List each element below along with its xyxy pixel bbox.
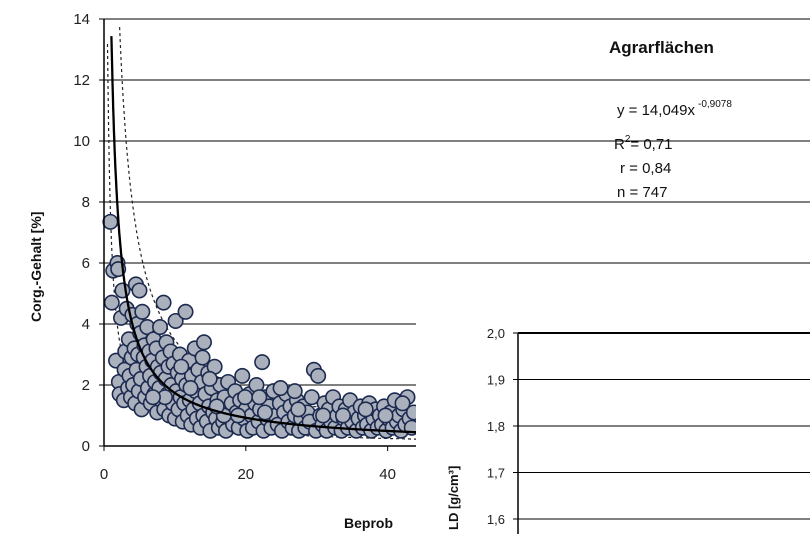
data-point (286, 383, 303, 400)
scatter-points (102, 213, 422, 439)
x-tick-label: 40 (379, 466, 396, 483)
y-tick-label-2: 1,8 (487, 419, 505, 434)
data-point (394, 395, 411, 412)
n-text: n = 747 (617, 184, 667, 201)
data-point (256, 404, 273, 421)
r2-text: R2= 0,71 (614, 134, 673, 153)
r-text: r = 0,84 (620, 160, 671, 177)
y-tick-label: 4 (82, 316, 90, 333)
data-point (334, 407, 351, 424)
data-point (182, 380, 199, 397)
x-tick-label: 20 (237, 466, 254, 483)
y-tick-label: 8 (82, 194, 90, 211)
data-point (315, 407, 332, 424)
r2-value: = 0,71 (630, 136, 672, 153)
fit-annotations: y = 14,049x -0,9078 R2= 0,71 r = 0,84 n =… (614, 99, 732, 201)
data-point (303, 389, 320, 406)
data-point (177, 303, 194, 320)
data-point (144, 389, 161, 406)
y-tick-label: 0 (82, 438, 90, 455)
data-point (237, 389, 254, 406)
data-point (134, 303, 151, 320)
data-point (310, 367, 327, 384)
equation-exponent: -0,9078 (698, 99, 732, 110)
y-tick-label-2: 1,7 (487, 466, 505, 481)
data-point (152, 319, 169, 336)
data-point (377, 407, 394, 424)
chart-1: 0 2 4 6 8 10 12 14 0 20 40 Corg.-Gehalt [%] Bepro… (28, 11, 810, 531)
grid-lines-2 (518, 332, 810, 520)
x-axis-ticks: 0 20 40 (100, 446, 396, 483)
r2-sup: 2 (625, 134, 631, 145)
data-point (357, 401, 374, 418)
title-background (590, 28, 810, 68)
data-point (155, 294, 172, 311)
data-point (254, 354, 271, 371)
equation-text: y = 14,049x -0,9078 (617, 99, 732, 119)
y-tick-label: 10 (73, 133, 90, 150)
chart-title: Agrarflächen (609, 38, 714, 57)
fit-curve (110, 36, 416, 434)
data-point (201, 370, 218, 387)
y-tick-label: 14 (73, 11, 90, 28)
r2-prefix: R (614, 136, 625, 153)
y-axis-ticks-2: 1,6 1,7 1,8 1,9 2,0 (487, 326, 518, 527)
data-point (102, 213, 119, 230)
data-point (131, 282, 148, 299)
data-point (272, 380, 289, 397)
y-tick-label: 2 (82, 377, 90, 394)
x-tick-label: 0 (100, 466, 108, 483)
equation-prefix: y = 14,049x (617, 102, 695, 119)
data-point (173, 358, 190, 375)
y-axis-label: Corg.-Gehalt [%] (28, 212, 44, 322)
data-point (234, 367, 251, 384)
grid-lines (104, 18, 810, 386)
x-axis-label: Beprob (344, 515, 393, 531)
chart-2: 1,6 1,7 1,8 1,9 2,0 LD [g/cm³] (416, 318, 810, 534)
y-tick-label: 12 (73, 72, 90, 89)
y-tick-label-2: 2,0 (487, 326, 505, 341)
data-point (195, 334, 212, 351)
y-tick-label-2: 1,6 (487, 512, 505, 527)
y-tick-label: 6 (82, 255, 90, 272)
data-point (251, 389, 268, 406)
data-point (290, 401, 307, 418)
data-point (167, 312, 184, 329)
data-point (194, 349, 211, 366)
y-axis-ticks: 0 2 4 6 8 10 12 14 (73, 11, 104, 455)
data-point (103, 294, 120, 311)
y-axis-label-2: LD [g/cm³] (446, 466, 461, 530)
y-tick-label-2: 1,9 (487, 373, 505, 388)
